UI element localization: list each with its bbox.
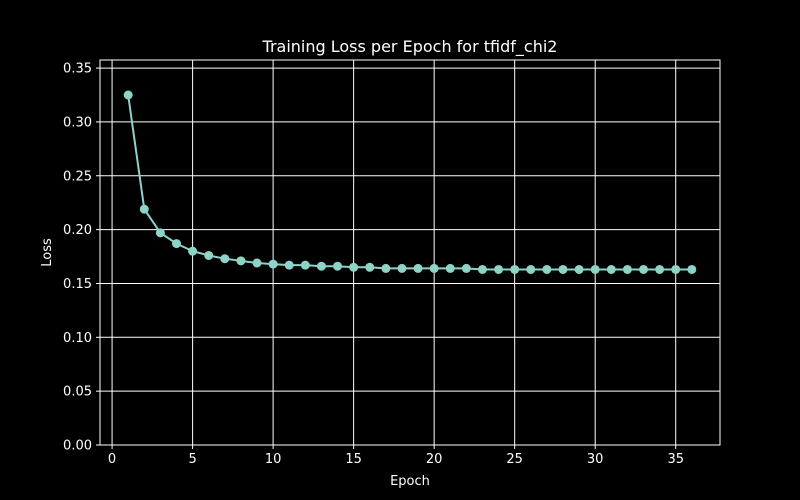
loss-data-point bbox=[558, 264, 568, 274]
x-tick-label: 10 bbox=[265, 452, 282, 467]
loss-data-point bbox=[365, 262, 375, 272]
loss-data-point bbox=[397, 263, 407, 273]
loss-data-point bbox=[171, 239, 181, 249]
y-tick-label: 0.20 bbox=[63, 223, 92, 238]
loss-data-point bbox=[204, 250, 214, 260]
loss-data-point bbox=[687, 264, 697, 274]
loss-data-point bbox=[220, 254, 230, 264]
y-tick-label: 0.30 bbox=[63, 115, 92, 130]
loss-data-point bbox=[494, 264, 504, 274]
loss-data-point bbox=[477, 264, 487, 274]
y-tick-label: 0.10 bbox=[63, 331, 92, 346]
loss-data-point bbox=[268, 259, 278, 269]
loss-data-point bbox=[671, 264, 681, 274]
loss-data-point bbox=[639, 264, 649, 274]
x-tick-label: 15 bbox=[345, 452, 362, 467]
loss-data-point bbox=[300, 260, 310, 270]
x-tick-label: 25 bbox=[506, 452, 523, 467]
loss-data-point bbox=[574, 264, 584, 274]
loss-data-point bbox=[429, 263, 439, 273]
x-axis-title: Epoch bbox=[390, 474, 430, 489]
loss-data-point bbox=[542, 264, 552, 274]
loss-data-point bbox=[445, 263, 455, 273]
loss-data-point bbox=[155, 228, 165, 238]
loss-data-point bbox=[381, 263, 391, 273]
loss-data-point bbox=[461, 263, 471, 273]
loss-data-point bbox=[252, 258, 262, 268]
loss-data-point bbox=[188, 246, 198, 256]
loss-data-point bbox=[655, 264, 665, 274]
y-tick-label: 0.00 bbox=[63, 439, 92, 454]
axis-ticks: 0 5 10 15 20 25 30 35 0.00 0.05 0.10 0.15 0.20 0.25 0.… bbox=[63, 62, 684, 467]
x-tick-label: 20 bbox=[426, 452, 443, 467]
x-tick-label: 30 bbox=[587, 452, 604, 467]
x-tick-label: 0 bbox=[108, 452, 116, 467]
loss-data-point bbox=[316, 261, 326, 271]
y-tick-label: 0.05 bbox=[63, 385, 92, 400]
loss-data-point bbox=[123, 90, 133, 100]
series-layer bbox=[123, 90, 697, 274]
grid bbox=[100, 60, 720, 446]
loss-data-point bbox=[622, 264, 632, 274]
plot-area-frame bbox=[99, 59, 721, 446]
loss-data-point bbox=[526, 264, 536, 274]
x-tick-label: 5 bbox=[188, 452, 196, 467]
y-tick-label: 0.35 bbox=[63, 62, 92, 77]
loss-data-point bbox=[413, 263, 423, 273]
loss-data-point bbox=[333, 261, 343, 271]
loss-data-point bbox=[606, 264, 616, 274]
chart-title: Training Loss per Epoch for tfidf_chi2 bbox=[262, 37, 558, 57]
y-tick-label: 0.15 bbox=[63, 277, 92, 292]
loss-data-point bbox=[284, 260, 294, 270]
loss-data-point bbox=[349, 262, 359, 272]
loss-data-point bbox=[510, 264, 520, 274]
loss-data-point bbox=[236, 256, 246, 266]
y-tick-label: 0.25 bbox=[63, 169, 92, 184]
y-axis-title: Loss bbox=[40, 238, 55, 267]
loss-data-point bbox=[590, 264, 600, 274]
x-tick-label: 35 bbox=[667, 452, 684, 467]
loss-data-point bbox=[139, 204, 149, 214]
